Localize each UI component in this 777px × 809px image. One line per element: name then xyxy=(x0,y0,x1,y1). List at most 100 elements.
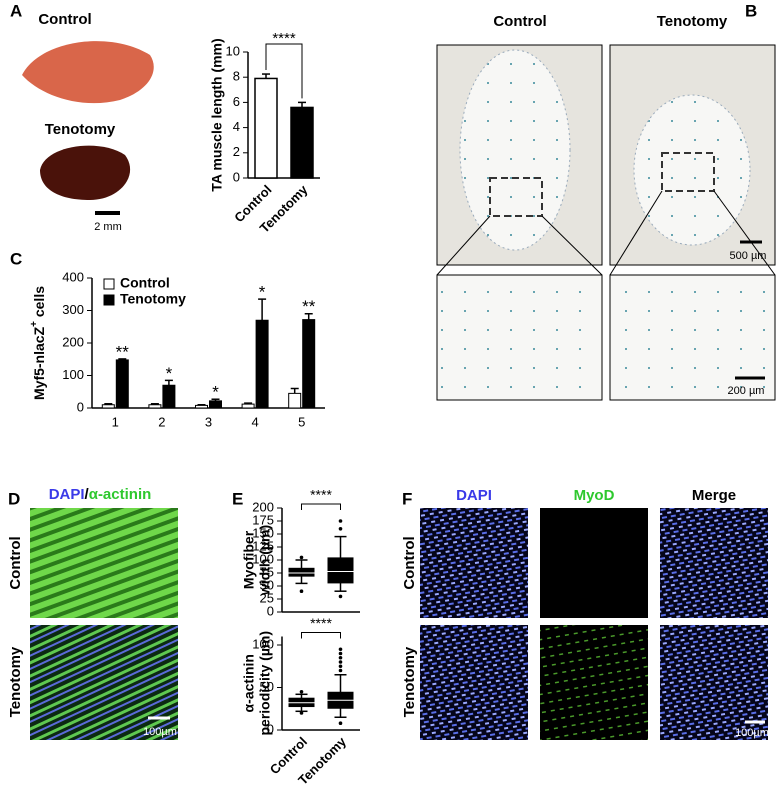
bar xyxy=(162,384,176,409)
zoom-box xyxy=(661,152,715,192)
column-header: Control xyxy=(493,13,546,30)
panel-b: B Control Tenotomy 500 µm 200 µm xyxy=(436,1,776,401)
y-tick-label: 8 xyxy=(233,69,240,84)
bar xyxy=(148,404,162,409)
y-tick-label: 25 xyxy=(260,590,274,605)
y-tick-label: 50 xyxy=(260,679,274,694)
x-tick-label: 5 xyxy=(298,414,305,429)
panel-label: C xyxy=(10,249,22,268)
significance-label: * xyxy=(166,364,173,383)
section-outline xyxy=(459,49,571,251)
scale-label: 200 µm xyxy=(728,385,765,397)
significance-label: **** xyxy=(272,30,296,47)
row-label: Tenotomy xyxy=(7,646,24,717)
title-part: / xyxy=(85,486,90,503)
bar xyxy=(254,77,278,179)
bar xyxy=(290,106,314,179)
legend-label: Tenotomy xyxy=(120,291,186,307)
y-axis-title: Myofiber xyxy=(241,530,257,589)
y-axis-title-part: cells xyxy=(31,286,47,321)
y-axis-title: width (µm) xyxy=(257,525,273,596)
zoom-line xyxy=(541,215,603,276)
y-tick-label: 50 xyxy=(260,577,274,592)
row-label: Control xyxy=(7,536,24,589)
bar xyxy=(288,392,302,409)
y-tick-label: 0 xyxy=(233,169,240,184)
scale-label: 100µm xyxy=(143,726,177,738)
y-tick-label: 100 xyxy=(252,636,274,651)
micrograph xyxy=(660,508,768,618)
y-tick-label: 300 xyxy=(62,302,84,317)
outlier xyxy=(338,647,343,652)
panel-a-photos: A Control Tenotomy 2 mm xyxy=(10,1,154,233)
micrograph xyxy=(540,508,648,618)
y-tick-label: 4 xyxy=(233,119,240,134)
y-tick-label: 125 xyxy=(252,538,274,553)
y-tick-label: 75 xyxy=(260,564,274,579)
outlier xyxy=(299,555,304,560)
y-tick-label: 150 xyxy=(252,525,274,540)
panel-title: DAPI/α-actinin xyxy=(49,486,152,503)
bar xyxy=(101,404,115,409)
y-tick-label: 100 xyxy=(252,551,274,566)
zoom-image xyxy=(609,274,776,401)
significance-bracket xyxy=(265,43,303,99)
photo-label: Tenotomy xyxy=(45,121,116,138)
y-axis-title: TA muscle length (mm) xyxy=(209,38,225,191)
significance-bracket xyxy=(301,632,341,639)
x-tick-label: 3 xyxy=(205,414,212,429)
column-header: DAPI xyxy=(456,487,492,504)
outlier xyxy=(299,589,304,593)
zoom-line xyxy=(436,215,491,276)
box xyxy=(327,557,354,584)
significance-bracket xyxy=(301,503,341,510)
y-axis-title: α-actinin xyxy=(241,654,257,712)
x-tick-label: 2 xyxy=(158,414,165,429)
outlier xyxy=(338,651,343,656)
y-tick-label: 200 xyxy=(252,499,274,514)
bar xyxy=(302,319,316,409)
zoom-box xyxy=(489,177,543,217)
outlier xyxy=(338,655,343,660)
micrograph xyxy=(30,508,178,618)
bar xyxy=(115,359,129,409)
title-part: DAPI xyxy=(49,486,85,503)
panel-c: C xyxy=(10,249,22,268)
outlier xyxy=(299,711,304,715)
title-part: α-actinin xyxy=(89,486,152,503)
row-label: Tenotomy xyxy=(401,646,418,717)
outlier xyxy=(338,527,343,531)
muscle-photo xyxy=(22,41,154,104)
micrograph xyxy=(420,508,528,618)
row-label: Control xyxy=(401,536,418,589)
y-tick-label: 175 xyxy=(252,512,274,527)
significance-label: **** xyxy=(310,487,332,503)
scale-label: 2 mm xyxy=(94,221,122,233)
significance-label: * xyxy=(259,283,266,302)
y-tick-label: 2 xyxy=(233,144,240,159)
outlier xyxy=(338,519,343,523)
zoom-line xyxy=(609,190,663,276)
panel-label: A xyxy=(10,1,22,20)
column-header: Tenotomy xyxy=(657,13,728,30)
panel-label: E xyxy=(232,489,243,508)
micrograph xyxy=(30,625,178,740)
x-tick-label: 1 xyxy=(112,414,119,429)
box xyxy=(288,567,315,577)
y-tick-label: 0 xyxy=(267,603,274,618)
bar xyxy=(195,404,208,409)
panel-label: D xyxy=(8,489,20,508)
panel-d: D DAPI/α-actinin Control Tenotomy 100µm xyxy=(7,486,178,740)
y-tick-label: 10 xyxy=(226,43,240,58)
muscle-photo xyxy=(40,145,131,200)
outlier xyxy=(299,689,304,694)
y-tick-label: 0 xyxy=(77,399,84,414)
column-header: MyoD xyxy=(574,487,615,504)
panel-e: E xyxy=(232,489,243,508)
legend-swatch xyxy=(103,294,115,306)
zoom-image xyxy=(436,274,603,401)
zoom-line xyxy=(713,190,776,276)
x-tick-label: 4 xyxy=(251,414,258,429)
y-axis-title-part: Myf5-nlacZ xyxy=(31,326,47,400)
